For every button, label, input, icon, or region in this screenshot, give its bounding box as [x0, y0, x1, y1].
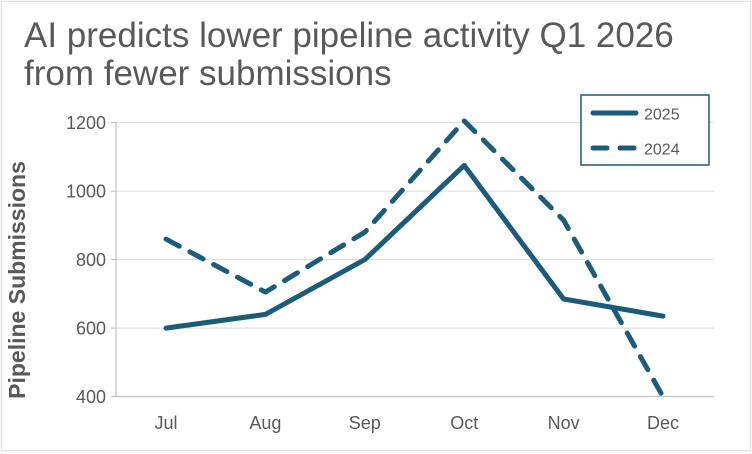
svg-text:600: 600 — [76, 319, 106, 339]
svg-text:2024: 2024 — [644, 142, 680, 159]
svg-text:1000: 1000 — [66, 182, 106, 202]
svg-text:Pipeline Submissions: Pipeline Submissions — [4, 161, 30, 399]
svg-text:400: 400 — [76, 387, 106, 407]
svg-text:2025: 2025 — [644, 107, 680, 124]
svg-text:Nov: Nov — [548, 413, 580, 433]
svg-text:Oct: Oct — [450, 413, 478, 433]
svg-text:1200: 1200 — [66, 113, 106, 133]
svg-text:800: 800 — [76, 250, 106, 270]
svg-text:Aug: Aug — [249, 413, 281, 433]
svg-text:Jul: Jul — [154, 413, 177, 433]
svg-text:Dec: Dec — [647, 413, 679, 433]
svg-text:Sep: Sep — [349, 413, 381, 433]
